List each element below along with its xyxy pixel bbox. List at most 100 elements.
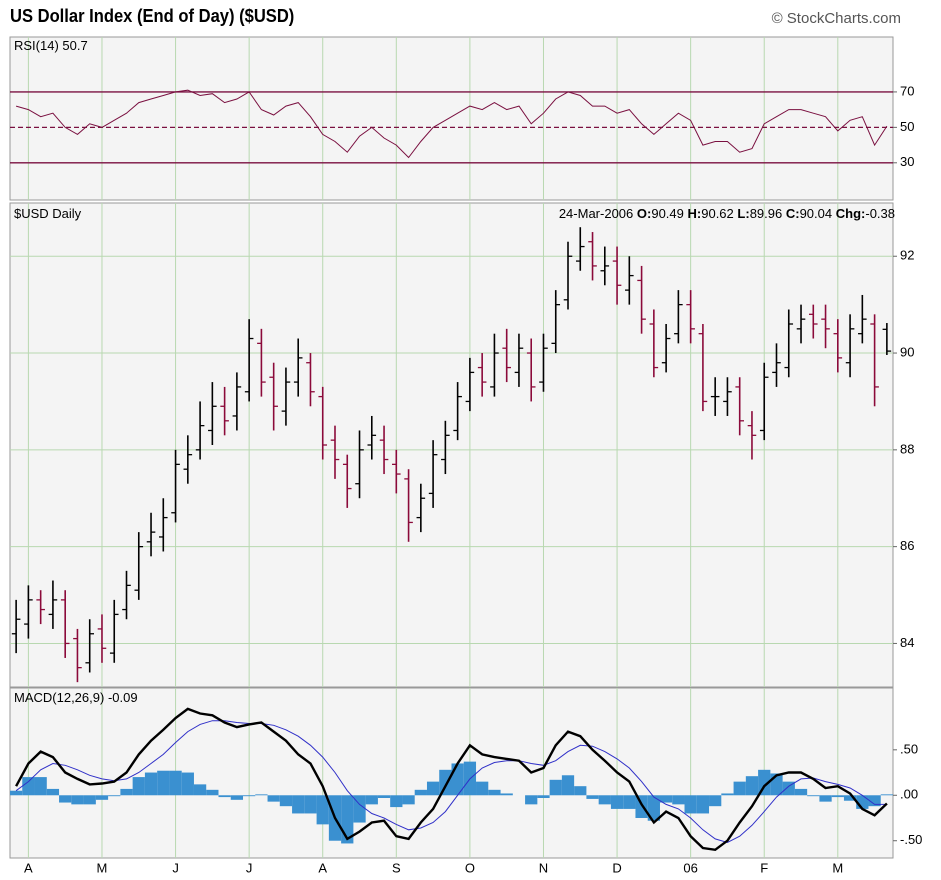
y-tick-label: 86 <box>900 538 914 553</box>
x-tick-label: S <box>392 860 401 875</box>
histogram-bar <box>169 770 182 796</box>
histogram-bar <box>377 795 391 798</box>
histogram-bar <box>476 781 489 796</box>
y-tick-label: 90 <box>900 344 914 359</box>
low-value: 89.96 <box>749 206 783 221</box>
histogram-bar <box>794 788 808 796</box>
histogram-bar <box>144 772 158 796</box>
histogram-bar <box>71 795 84 805</box>
histogram-bar <box>243 795 256 797</box>
x-tick-label: 06 <box>683 860 697 875</box>
x-tick-label: O <box>465 860 475 875</box>
histogram-bar <box>304 795 317 814</box>
date: 24-Mar-2006 <box>558 206 634 221</box>
macd-label: MACD(12,26,9) <box>14 690 105 705</box>
y-tick-label: 84 <box>900 635 914 650</box>
histogram-bar <box>610 795 624 809</box>
histogram-bar <box>733 781 746 796</box>
close-value: 90.04 <box>799 206 833 221</box>
histogram-bar <box>108 795 121 797</box>
histogram-bar <box>402 795 415 805</box>
y-tick-label: 30 <box>900 154 914 169</box>
change-label: Chg: <box>835 206 866 221</box>
histogram-bar <box>10 790 23 796</box>
open-value: 90.49 <box>651 206 684 221</box>
signal-line <box>15 720 887 844</box>
histogram-bar <box>218 795 231 798</box>
histogram-bar <box>132 777 145 796</box>
histogram-bar <box>426 781 440 796</box>
y-tick-label: 92 <box>900 248 914 263</box>
histogram-bar <box>193 784 207 796</box>
close-label: C: <box>785 206 800 221</box>
y-tick-label: .50 <box>900 741 918 756</box>
histogram-bar <box>819 795 832 802</box>
macd-last: -0.09 <box>107 690 138 705</box>
x-tick-label: A <box>318 860 327 875</box>
histogram-bar <box>586 795 599 799</box>
high-value: 90.62 <box>701 206 734 221</box>
x-tick-label: N <box>539 860 548 875</box>
x-tick-label: A <box>24 860 33 875</box>
histogram-bar <box>880 794 893 796</box>
histogram-bar <box>414 789 427 796</box>
histogram-bar <box>831 795 844 798</box>
histogram-bar <box>181 772 194 796</box>
change-value: -0.38 <box>865 206 895 221</box>
x-tick-label: D <box>612 860 621 875</box>
x-tick-label: M <box>97 860 108 875</box>
histogram-bar <box>206 789 219 796</box>
histogram-bar <box>365 795 378 805</box>
histogram-bar <box>267 795 280 802</box>
histogram-bar <box>500 793 513 796</box>
open-label: O: <box>636 206 652 221</box>
y-tick-label: 88 <box>900 441 914 456</box>
chart-title: US Dollar Index (End of Day) ($USD) <box>10 6 295 26</box>
rsi-line <box>15 89 888 159</box>
histogram-bar <box>684 795 697 814</box>
histogram-bar <box>721 793 734 796</box>
histogram-bar <box>46 788 60 796</box>
histogram-bar <box>561 775 575 796</box>
histogram-bar <box>59 795 72 803</box>
histogram-bar <box>292 795 305 814</box>
histogram-bar <box>574 786 587 796</box>
histogram-bar <box>95 795 109 800</box>
histogram-bar <box>279 795 293 807</box>
histogram-bar <box>525 795 538 805</box>
histogram-bar <box>451 763 464 796</box>
histogram-bar <box>390 795 403 808</box>
histogram-bar <box>316 795 329 825</box>
x-tick-label: F <box>760 860 768 875</box>
x-tick-label: J <box>246 860 253 875</box>
histogram-bar <box>549 779 562 796</box>
histogram-bar <box>230 795 244 800</box>
histogram-bar <box>709 795 722 807</box>
histogram-bar <box>782 781 795 796</box>
high-label: H: <box>687 206 702 221</box>
histogram-bar <box>843 795 857 801</box>
y-tick-label: 70 <box>900 83 914 98</box>
price-label: $USD Daily <box>14 206 82 221</box>
histogram-bar <box>623 795 636 809</box>
histogram-bar <box>696 795 710 814</box>
histogram-bar <box>672 795 685 805</box>
histogram-bar <box>439 769 452 796</box>
histogram-bar <box>120 788 133 796</box>
histogram-bar <box>83 795 96 805</box>
histogram-bar <box>598 795 611 805</box>
y-tick-label: 50 <box>900 119 914 134</box>
rsi-header: RSI(14) 50.7 <box>14 38 88 53</box>
histogram-bar <box>255 794 268 796</box>
histogram-bar <box>868 795 881 807</box>
histogram-bar <box>807 795 820 797</box>
macd-line <box>15 707 888 852</box>
histogram-bar <box>353 795 366 823</box>
source: © StockCharts.com <box>771 10 901 27</box>
rsi-label: RSI(14) <box>14 38 59 53</box>
price-info: 24-Mar-2006 O:90.49 H:90.62 L:89.96 C:90… <box>559 206 895 221</box>
macd-header: MACD(12,26,9) -0.09 <box>14 690 138 705</box>
y-tick-label: -.50 <box>900 832 922 847</box>
